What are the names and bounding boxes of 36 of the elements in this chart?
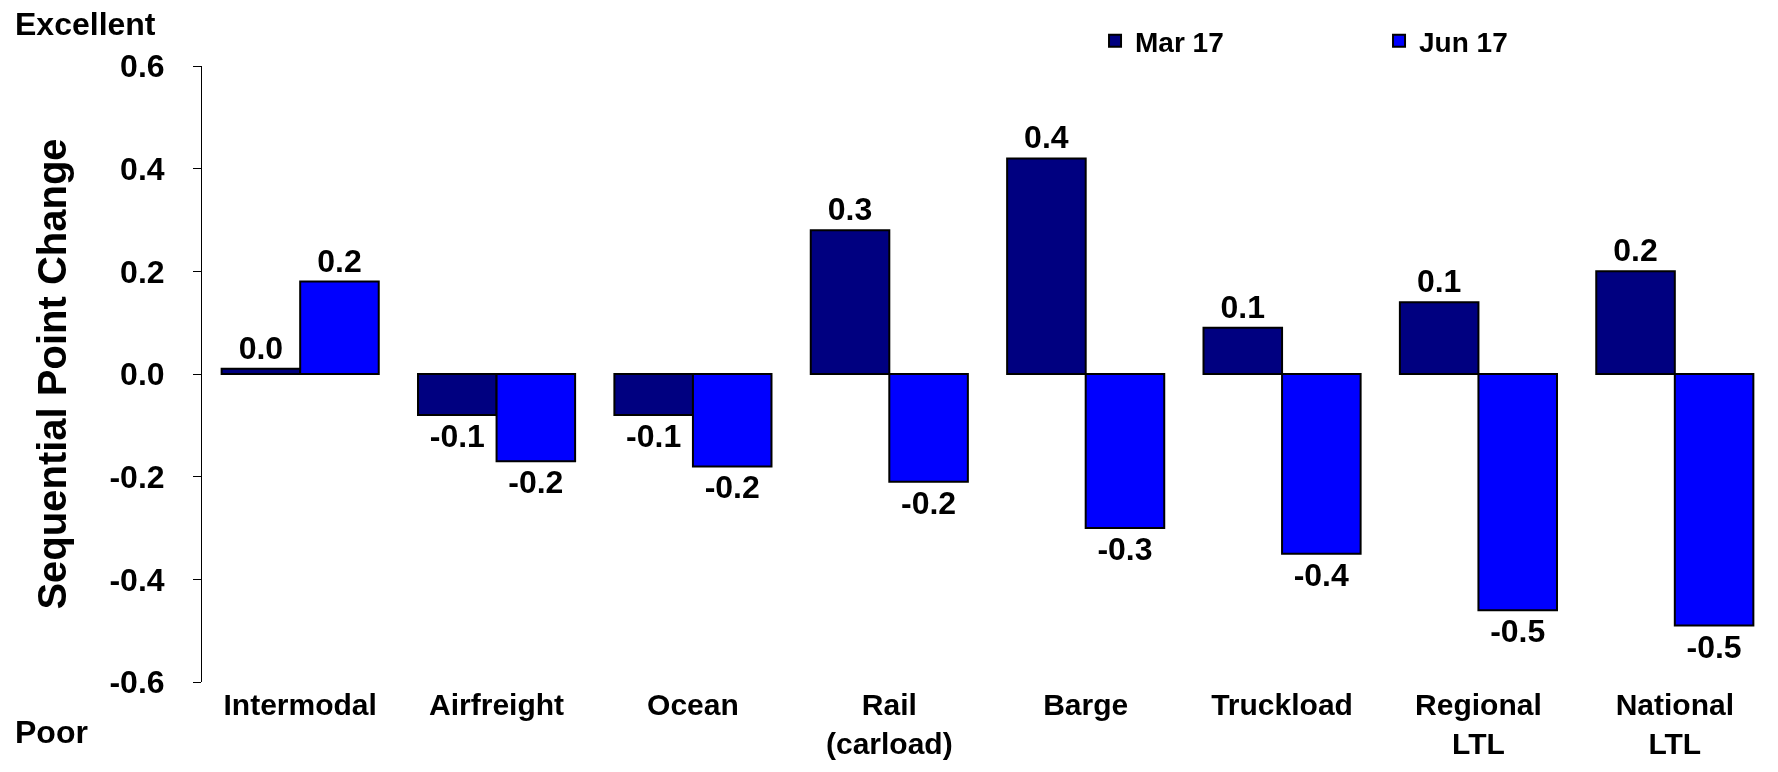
x-tick-label: Barge [1043, 688, 1129, 721]
y-tick-label: -0.2 [109, 458, 165, 495]
x-tick-label: Rail (carload) [825, 688, 953, 760]
data-label: -0.1 [626, 418, 682, 455]
data-label: -0.1 [429, 418, 485, 455]
y-tick-label: 0.4 [120, 150, 165, 187]
data-label: 0.4 [1024, 119, 1069, 156]
data-label: 0.1 [1220, 288, 1266, 325]
data-label: -0.2 [508, 464, 564, 501]
y-tick-label: 0.6 [120, 48, 165, 85]
data-label: 0.3 [827, 191, 873, 228]
data-label: 0.1 [1416, 263, 1462, 300]
data-label: -0.3 [1097, 531, 1153, 567]
y-tick-label: 0.2 [120, 253, 165, 290]
legend-label: Jun 17 [1419, 26, 1508, 58]
data-label: -0.2 [901, 484, 957, 521]
x-tick-label: Regional LTL [1415, 688, 1542, 760]
legend-label: Mar 17 [1135, 26, 1224, 58]
y-tick-label: -0.4 [109, 561, 165, 598]
data-label: -0.5 [1686, 628, 1742, 665]
data-label: -0.4 [1293, 556, 1350, 593]
x-tick-label: Ocean [647, 688, 739, 721]
y-tick-label: -0.6 [109, 664, 165, 701]
data-label: 0.2 [1613, 232, 1658, 269]
y-tick-label: 0.0 [120, 356, 165, 393]
data-label: 0.0 [238, 329, 284, 366]
data-label: -0.5 [1490, 613, 1546, 650]
text: Poor [15, 714, 88, 750]
text: Excellent [15, 6, 156, 42]
data-label: 0.2 [317, 242, 362, 279]
x-tick-label: Truckload [1211, 688, 1353, 721]
x-tick-label: Airfreight [429, 688, 565, 721]
data-label: -0.2 [704, 469, 760, 506]
y-axis-title: Sequential Point Change [29, 138, 74, 610]
x-tick-label: National LTL [1615, 688, 1734, 760]
x-tick-label: Intermodal [223, 688, 377, 721]
